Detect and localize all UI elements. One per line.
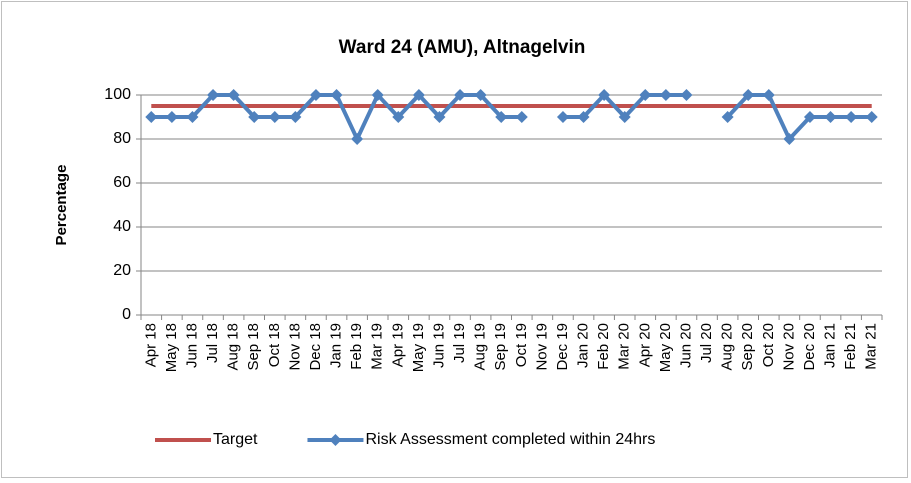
- x-tick-label: Nov 18: [286, 323, 303, 371]
- x-tick-label: Nov 20: [780, 323, 797, 371]
- legend-marker: [329, 434, 342, 446]
- x-tick-label: Aug 18: [225, 323, 242, 371]
- point: [474, 89, 487, 101]
- point: [186, 111, 199, 123]
- x-tick-label: Feb 20: [595, 323, 612, 370]
- x-tick-label: Aug 19: [472, 323, 489, 371]
- point: [515, 111, 528, 123]
- point: [803, 111, 816, 123]
- x-tick-label: Jun 18: [183, 323, 200, 368]
- x-tick-label: Sep 20: [739, 323, 756, 371]
- x-tick-label: Jan 20: [575, 323, 592, 368]
- x-tick-label: Jun 20: [677, 323, 694, 368]
- point: [289, 111, 302, 123]
- y-tick-label: 20: [113, 262, 131, 279]
- point: [145, 111, 158, 123]
- point: [659, 89, 672, 101]
- point: [330, 89, 343, 101]
- point: [865, 111, 878, 123]
- x-tick-label: Jan 21: [822, 323, 839, 368]
- x-tick-label: Sep 19: [492, 323, 509, 371]
- point: [392, 111, 405, 123]
- y-tick-label: 60: [113, 174, 131, 191]
- y-tick-label: 40: [113, 218, 131, 235]
- point: [721, 111, 734, 123]
- point: [351, 133, 364, 145]
- x-tick-label: Oct 20: [760, 323, 777, 367]
- legend-label: Target: [213, 431, 258, 448]
- point: [618, 111, 631, 123]
- point: [742, 89, 755, 101]
- x-tick-label: Dec 20: [801, 323, 818, 371]
- point: [433, 111, 446, 123]
- x-tick-label: Jul 19: [451, 323, 468, 363]
- point: [556, 111, 569, 123]
- legend-label: Risk Assessment completed within 24hrs: [365, 431, 655, 448]
- x-tick-label: Jul 18: [204, 323, 221, 363]
- x-tick-label: Mar 19: [369, 323, 386, 370]
- x-tick-label: Feb 21: [842, 323, 859, 370]
- x-tick-label: Aug 20: [719, 323, 736, 371]
- point: [495, 111, 508, 123]
- point: [207, 89, 220, 101]
- point: [762, 89, 775, 101]
- point: [227, 89, 240, 101]
- y-tick-label: 0: [122, 306, 131, 323]
- x-tick-label: May 20: [657, 323, 674, 372]
- x-tick-label: Apr 18: [142, 323, 159, 367]
- chart-title: Ward 24 (AMU), Altnagelvin: [339, 37, 586, 58]
- x-tick-label: Dec 18: [307, 323, 324, 371]
- y-axis-label: Percentage: [53, 165, 70, 246]
- x-tick-label: Feb 19: [348, 323, 365, 370]
- x-tick-label: Apr 20: [636, 323, 653, 367]
- y-tick-label: 80: [113, 130, 131, 147]
- x-tick-label: Jun 19: [430, 323, 447, 368]
- point: [845, 111, 858, 123]
- point: [824, 111, 837, 123]
- point: [248, 111, 261, 123]
- point: [680, 89, 693, 101]
- x-tick-label: Jan 19: [328, 323, 345, 368]
- x-tick-label: Mar 21: [863, 323, 880, 370]
- x-tick-label: Sep 18: [245, 323, 262, 371]
- point: [454, 89, 467, 101]
- x-tick-label: Apr 19: [389, 323, 406, 367]
- point: [598, 89, 611, 101]
- y-tick-label: 100: [104, 86, 131, 103]
- point: [412, 89, 425, 101]
- point: [309, 89, 322, 101]
- point: [577, 111, 590, 123]
- point: [371, 89, 384, 101]
- x-tick-label: Dec 19: [554, 323, 571, 371]
- x-tick-label: May 18: [163, 323, 180, 372]
- x-tick-label: Oct 19: [513, 323, 530, 367]
- x-tick-label: Jul 20: [698, 323, 715, 363]
- x-tick-label: May 19: [410, 323, 427, 372]
- x-tick-label: Oct 18: [266, 323, 283, 367]
- point: [639, 89, 652, 101]
- point: [268, 111, 281, 123]
- x-tick-label: Nov 19: [533, 323, 550, 371]
- point: [783, 133, 796, 145]
- point: [165, 111, 178, 123]
- x-tick-label: Mar 20: [616, 323, 633, 370]
